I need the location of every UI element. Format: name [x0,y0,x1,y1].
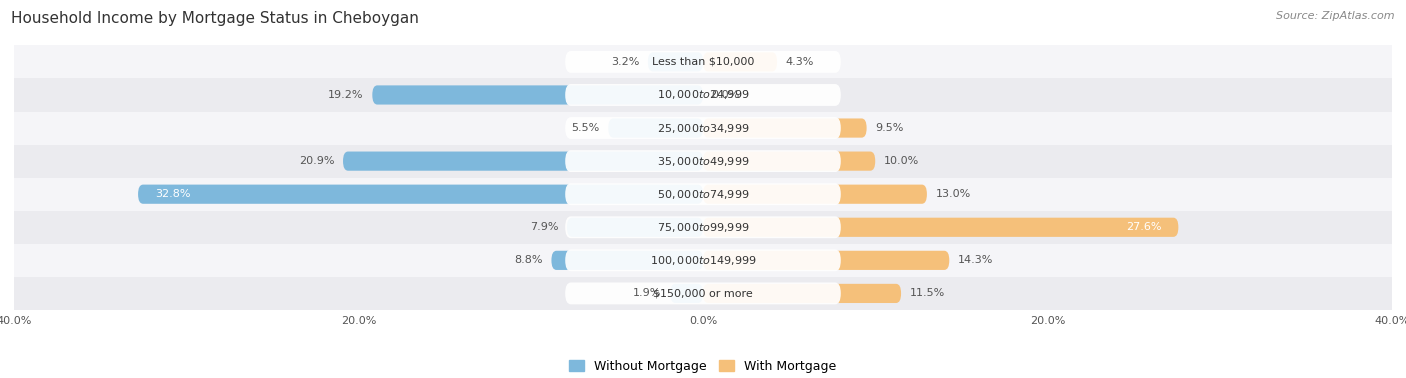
FancyBboxPatch shape [373,85,703,105]
Text: 10.0%: 10.0% [884,156,920,166]
Bar [14,244,1392,277]
Text: $50,000 to $74,999: $50,000 to $74,999 [657,188,749,201]
Text: 0.0%: 0.0% [711,90,740,100]
Text: $100,000 to $149,999: $100,000 to $149,999 [650,254,756,267]
Bar [14,277,1392,310]
FancyBboxPatch shape [671,284,703,303]
Text: 32.8%: 32.8% [155,189,191,199]
Text: 4.3%: 4.3% [786,57,814,67]
Text: 11.5%: 11.5% [910,288,945,298]
Text: $10,000 to $24,999: $10,000 to $24,999 [657,88,749,101]
Text: $35,000 to $49,999: $35,000 to $49,999 [657,155,749,167]
Text: Household Income by Mortgage Status in Cheboygan: Household Income by Mortgage Status in C… [11,11,419,26]
FancyBboxPatch shape [703,52,778,71]
FancyBboxPatch shape [703,284,901,303]
Legend: Without Mortgage, With Mortgage: Without Mortgage, With Mortgage [564,355,842,378]
Text: 14.3%: 14.3% [957,256,993,265]
Text: 9.5%: 9.5% [875,123,904,133]
Text: 20.9%: 20.9% [299,156,335,166]
Text: $25,000 to $34,999: $25,000 to $34,999 [657,122,749,135]
FancyBboxPatch shape [648,52,703,71]
Bar [14,112,1392,145]
Text: $150,000 or more: $150,000 or more [654,288,752,298]
FancyBboxPatch shape [567,218,703,237]
FancyBboxPatch shape [703,218,1178,237]
FancyBboxPatch shape [565,84,841,106]
Text: 1.9%: 1.9% [633,288,662,298]
FancyBboxPatch shape [565,216,841,238]
FancyBboxPatch shape [565,150,841,172]
Text: 13.0%: 13.0% [935,189,970,199]
FancyBboxPatch shape [565,117,841,139]
Text: 8.8%: 8.8% [515,256,543,265]
FancyBboxPatch shape [609,118,703,138]
FancyBboxPatch shape [703,118,866,138]
Bar [14,79,1392,112]
Bar [14,211,1392,244]
FancyBboxPatch shape [343,152,703,171]
Text: $75,000 to $99,999: $75,000 to $99,999 [657,221,749,234]
FancyBboxPatch shape [551,251,703,270]
FancyBboxPatch shape [703,184,927,204]
FancyBboxPatch shape [565,249,841,271]
Bar [14,45,1392,79]
Text: Less than $10,000: Less than $10,000 [652,57,754,67]
Bar [14,145,1392,178]
Text: 3.2%: 3.2% [610,57,640,67]
Bar [14,178,1392,211]
Text: Source: ZipAtlas.com: Source: ZipAtlas.com [1277,11,1395,21]
Text: 7.9%: 7.9% [530,222,558,232]
FancyBboxPatch shape [138,184,703,204]
FancyBboxPatch shape [703,251,949,270]
Text: 27.6%: 27.6% [1126,222,1161,232]
FancyBboxPatch shape [565,51,841,73]
FancyBboxPatch shape [703,152,875,171]
Text: 5.5%: 5.5% [571,123,599,133]
Text: 19.2%: 19.2% [328,90,364,100]
FancyBboxPatch shape [565,183,841,205]
FancyBboxPatch shape [565,282,841,304]
